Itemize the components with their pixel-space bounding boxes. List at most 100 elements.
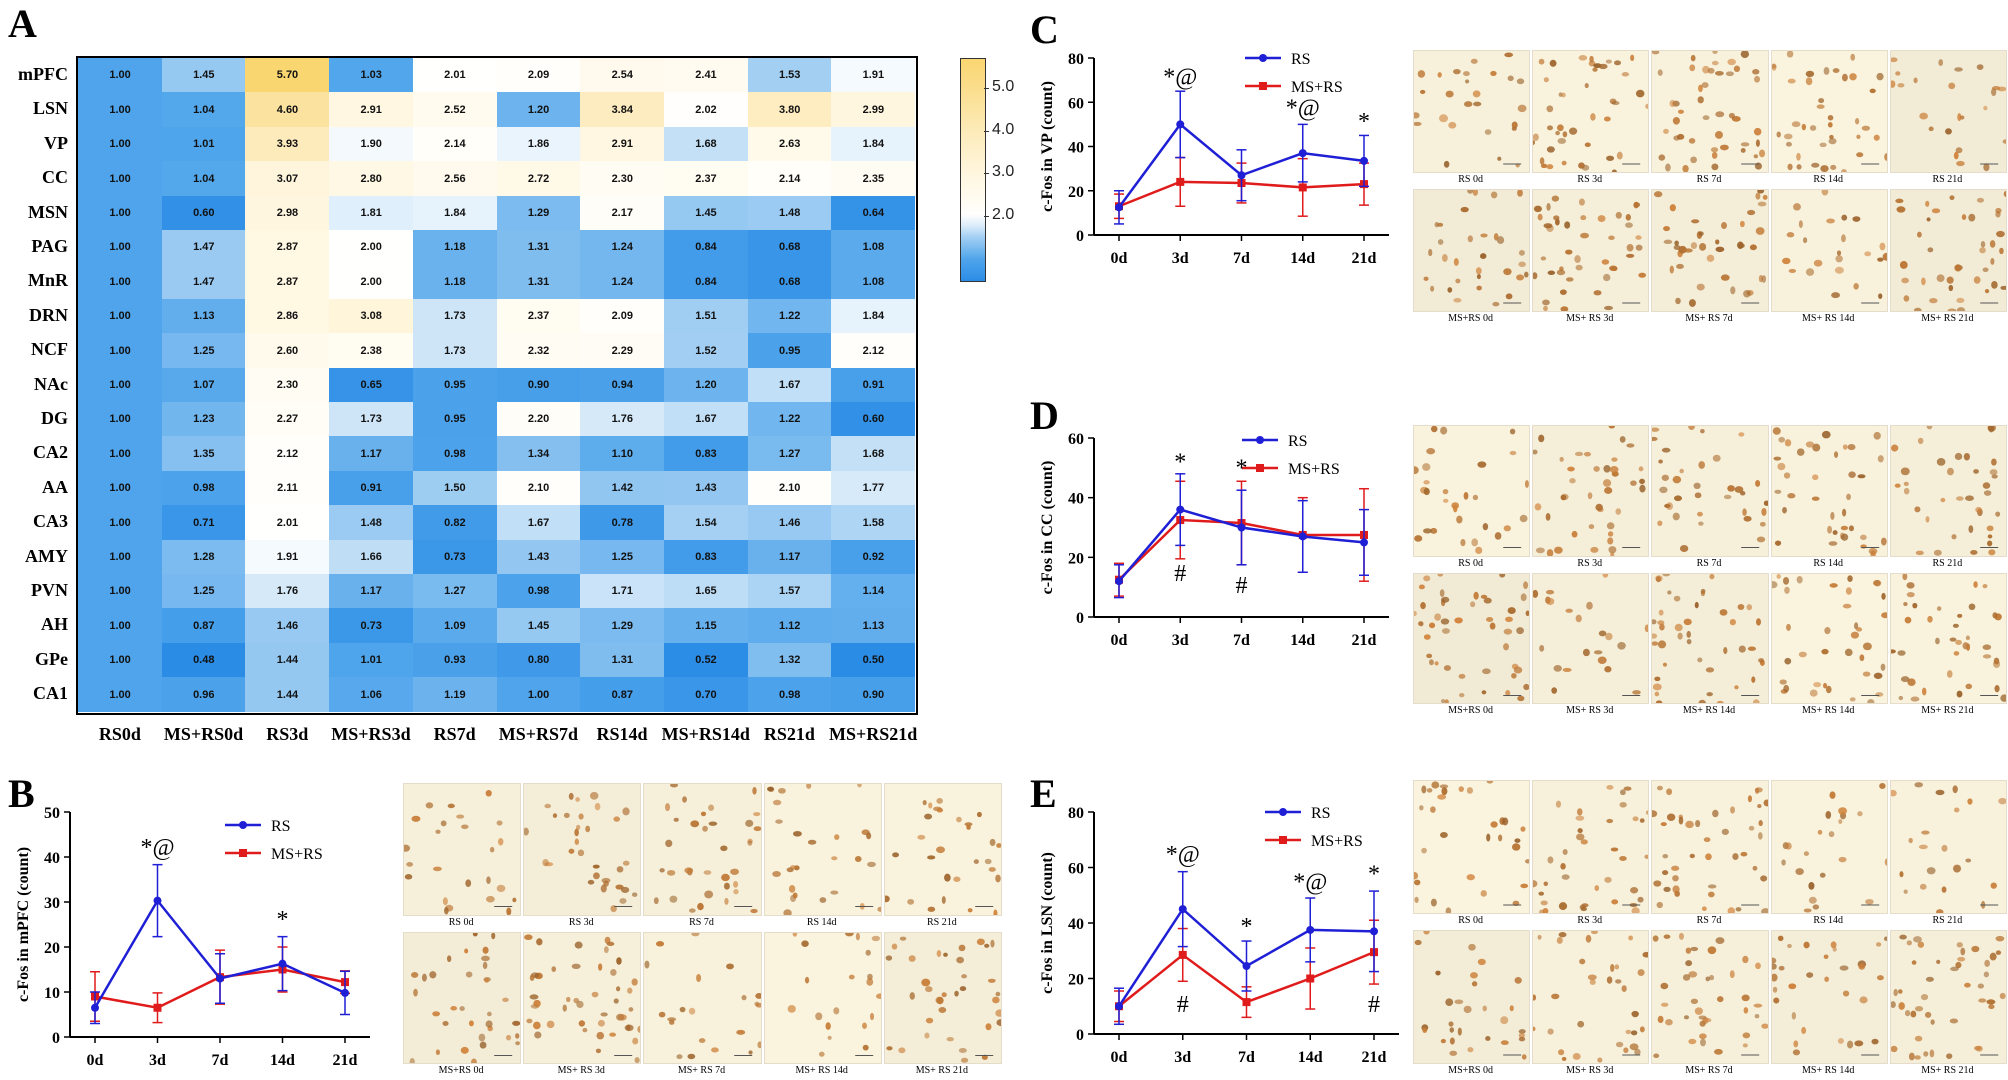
micrograph-tile [1651,189,1769,312]
stained-nucleus [885,954,892,961]
stained-nucleus [1910,1010,1917,1018]
heatmap-row-label: VP [44,132,68,153]
stained-nucleus [1968,525,1974,533]
heatmap-cell: 0.73 [412,539,497,575]
stained-nucleus [1551,195,1560,202]
stained-nucleus [1772,997,1779,1004]
stained-nucleus [1663,934,1671,939]
stained-nucleus [1458,673,1466,679]
stained-nucleus [1706,666,1715,672]
stained-nucleus [1882,252,1887,261]
colorbar-tick-label: 5.0 [992,77,1015,95]
stained-nucleus [1592,67,1598,72]
heatmap-cell: 1.19 [412,677,497,713]
heatmap-cell: 0.94 [580,367,665,403]
stained-nucleus [1700,1038,1707,1047]
stained-nucleus [1899,871,1904,878]
stained-nucleus [990,939,995,948]
stained-nucleus [1463,491,1469,500]
stained-nucleus [1953,650,1960,656]
stained-nucleus [869,1012,874,1020]
stained-nucleus [1473,101,1482,107]
stained-nucleus [1533,272,1538,280]
stained-nucleus [1906,940,1912,946]
stained-nucleus [429,970,437,978]
stained-nucleus [1467,235,1473,243]
micrograph-grid-vp: RS 0d RS 3d RS 7d RS 14d RS 21d MS+RS 0d MS+ R… [1413,50,2007,328]
heatmap-cell: 1.25 [580,539,665,575]
stained-nucleus [1717,996,1724,1003]
stained-nucleus [1539,909,1545,913]
stained-nucleus [1753,154,1759,159]
stained-nucleus [435,829,441,834]
stained-nucleus [1979,247,1986,254]
stained-nucleus [1955,961,1962,969]
stained-nucleus [1702,906,1708,912]
stained-nucleus [1948,284,1953,292]
heatmap-cell: 0.90 [496,367,581,403]
heatmap-cell: 1.81 [329,195,414,231]
stained-nucleus [1817,829,1822,835]
y-tick-label: 80 [1068,805,1084,822]
x-tick-label: 7d [1238,1049,1255,1066]
stained-nucleus [1940,497,1946,503]
stained-nucleus [856,783,862,788]
stained-nucleus [1890,648,1896,653]
stained-nucleus [1454,999,1464,1005]
stained-nucleus [1658,639,1667,648]
heatmap-cell: 0.78 [580,505,665,541]
stained-nucleus [1793,1040,1798,1048]
stained-nucleus [1873,431,1881,440]
stained-nucleus [1559,456,1565,462]
stained-nucleus [1471,981,1478,987]
stained-nucleus [956,956,964,963]
heatmap-cell: 0.48 [161,642,246,678]
micrograph-tile [643,783,762,916]
heatmap-cell: 1.45 [496,608,581,644]
micrograph-label: MS+ RS 21d [1921,1065,1974,1076]
stained-nucleus [1715,937,1725,945]
stained-nucleus [1533,133,1540,141]
stained-nucleus [1785,141,1792,147]
heatmap-cell: 2.98 [245,195,330,231]
stained-nucleus [1926,867,1936,875]
micrograph-label: RS 0d [1458,915,1483,926]
colorbar-tick-label: 3.0 [992,163,1015,181]
stained-nucleus [1663,226,1671,232]
stained-nucleus [1466,787,1474,794]
stained-nucleus [1743,289,1752,298]
stained-nucleus [1453,68,1461,75]
stained-nucleus [1443,664,1452,671]
stained-nucleus [1420,601,1426,609]
stained-nucleus [1689,64,1696,72]
heatmap-cell: 1.29 [496,195,581,231]
stained-nucleus [871,935,880,941]
stained-cells [1533,573,1649,696]
stained-nucleus [1626,244,1634,252]
stained-nucleus [1597,655,1607,664]
stained-nucleus [1964,495,1974,501]
stained-nucleus [1533,589,1539,598]
heatmap-cell: 2.91 [580,126,665,162]
stained-nucleus [1442,498,1449,503]
stained-nucleus [1709,573,1715,579]
stained-nucleus [1604,665,1612,672]
stained-nucleus [1423,480,1430,485]
heatmap-col-label: MS+RS0d [163,723,244,744]
micrograph-label: RS 21d [1932,557,1963,569]
heatmap-cell: 0.68 [747,264,832,300]
stained-nucleus [616,985,621,991]
stained-nucleus [1771,963,1777,970]
stained-nucleus [1968,213,1976,222]
stained-nucleus [923,813,932,820]
stained-nucleus [1819,872,1826,878]
stained-nucleus [1773,456,1781,461]
stained-nucleus [1419,805,1424,811]
stained-nucleus [1751,675,1756,683]
stained-nucleus [1927,615,1933,623]
stained-nucleus [1489,622,1496,630]
heatmap-cell: 1.00 [78,230,163,265]
stained-nucleus [1809,125,1816,131]
heatmap-cell: 1.58 [831,505,916,541]
